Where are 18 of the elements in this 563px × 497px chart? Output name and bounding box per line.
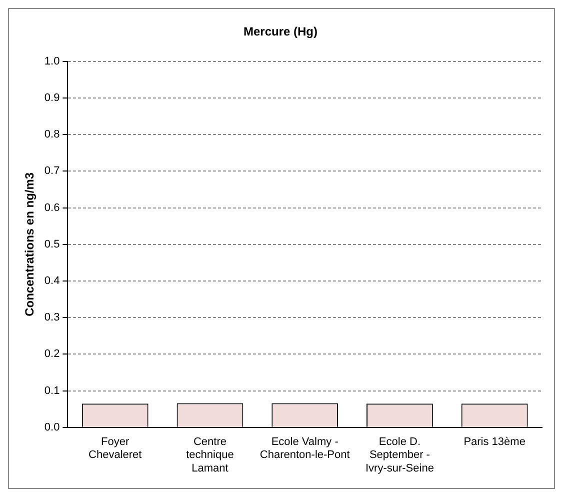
y-tick-label: 0.0 — [44, 421, 60, 434]
y-tick-label: 0.2 — [44, 348, 60, 360]
y-tick-label: 1.0 — [44, 55, 60, 68]
y-tick-label: 0.6 — [44, 202, 60, 214]
y-tick-label: 0.5 — [44, 238, 60, 250]
x-tick-label: Centre technique Lamant — [186, 436, 234, 474]
x-tick-label: Ecole D. September - Ivry-sur-Seine — [365, 436, 434, 474]
x-tick-label: Paris 13ème — [464, 436, 526, 448]
y-axis-title: Concentrations en ng/m3 — [22, 172, 37, 316]
y-tick-label: 0.4 — [44, 275, 60, 288]
y-tick-label: 0.9 — [44, 92, 60, 104]
y-tick-label: 0.3 — [44, 312, 60, 324]
x-tick-label: Foyer Chevaleret — [88, 436, 142, 462]
x-tick-label: Ecole Valmy - Charenton-le-Pont — [260, 436, 350, 462]
y-tick-label: 0.1 — [44, 384, 60, 397]
y-tick-label: 0.7 — [44, 165, 60, 178]
y-tick-label: 0.8 — [44, 128, 60, 141]
chart-title: Mercure (Hg) — [243, 24, 318, 39]
